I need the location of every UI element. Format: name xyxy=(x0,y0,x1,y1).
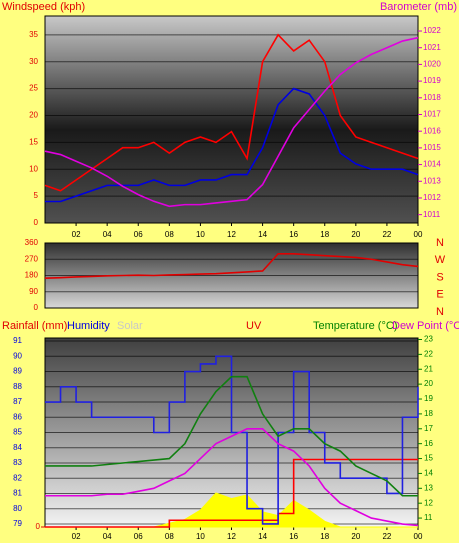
y-tick-label: 86 xyxy=(13,412,22,421)
x-tick-label: 22 xyxy=(382,532,391,541)
series-line xyxy=(45,87,419,203)
legend-entry: Rainfall (mm) xyxy=(2,320,67,332)
y2-tick-label: 1013 xyxy=(423,176,441,185)
y2-tick-label: 21 xyxy=(424,364,433,373)
legend-entry: UV xyxy=(246,320,262,332)
x-tick-label: 12 xyxy=(227,230,236,239)
y-tick-label: 83 xyxy=(13,458,22,467)
y-tick-label: 360 xyxy=(25,238,39,247)
y3-tick-label: 0 xyxy=(36,522,41,531)
series-line xyxy=(45,375,418,497)
x-tick-label: 18 xyxy=(320,532,329,541)
x-tick-label: 20 xyxy=(351,230,360,239)
legend-entry: Dew Point (°C xyxy=(392,320,459,332)
series-line xyxy=(44,253,419,280)
compass-label: S xyxy=(436,271,443,283)
y-tick-label: 270 xyxy=(25,254,39,263)
y-tick-label: 88 xyxy=(13,382,22,391)
y2-tick-label: 19 xyxy=(424,394,433,403)
y-tick-label: 79 xyxy=(13,519,22,528)
y2-tick-label: 13 xyxy=(424,483,433,492)
x-tick-label: 08 xyxy=(165,230,174,239)
legend-entry: Solar xyxy=(117,320,143,332)
y-tick-label: 87 xyxy=(13,397,22,406)
y2-tick-label: 20 xyxy=(424,379,433,388)
compass-label: W xyxy=(435,254,446,266)
x-tick-label: 10 xyxy=(196,532,205,541)
y2-tick-label: 1017 xyxy=(423,110,441,119)
y2-tick-label: 1019 xyxy=(423,76,441,85)
y2-tick-label: 1018 xyxy=(423,93,441,102)
y-tick-label: 85 xyxy=(13,428,22,437)
x-tick-label: 08 xyxy=(165,532,174,541)
x-tick-label: 10 xyxy=(196,230,205,239)
y2-tick-label: 22 xyxy=(424,349,433,358)
y2-tick-label: 18 xyxy=(424,409,433,418)
y2-tick-label: 16 xyxy=(424,439,433,448)
y2-tick-label: 1021 xyxy=(423,43,441,52)
compass-label: N xyxy=(436,306,444,318)
legend-entry: Temperature (°C) xyxy=(313,320,397,332)
y-tick-label: 90 xyxy=(29,287,38,296)
x-tick-label: 06 xyxy=(134,532,143,541)
y-tick-label: 80 xyxy=(13,504,22,513)
y-tick-label: 25 xyxy=(29,84,38,93)
series-line xyxy=(44,36,419,208)
x-tick-label: 14 xyxy=(258,230,267,239)
x-tick-label: 00 xyxy=(414,230,423,239)
y-axis-title: Windspeed (kph) xyxy=(2,1,85,13)
series-line xyxy=(44,33,419,192)
y-tick-label: 5 xyxy=(34,191,39,200)
x-tick-label: 18 xyxy=(320,230,329,239)
x-tick-label: 02 xyxy=(72,230,81,239)
x-tick-label: 04 xyxy=(103,532,112,541)
y2-axis-title: Barometer (mb) xyxy=(380,1,457,13)
y-tick-label: 84 xyxy=(13,443,22,452)
y2-tick-label: 14 xyxy=(424,469,433,478)
legend-entry: Humidity xyxy=(67,320,110,332)
x-tick-label: 20 xyxy=(351,532,360,541)
plot-area xyxy=(44,15,419,224)
y2-tick-label: 1015 xyxy=(423,143,441,152)
y-tick-label: 20 xyxy=(29,111,38,120)
y2-tick-label: 23 xyxy=(424,335,433,344)
y2-tick-label: 1011 xyxy=(423,210,441,219)
compass-label: E xyxy=(436,289,443,301)
y2-tick-label: 1022 xyxy=(423,26,441,35)
x-tick-label: 04 xyxy=(103,230,112,239)
y-tick-label: 0 xyxy=(34,218,39,227)
y-tick-label: 89 xyxy=(13,367,22,376)
compass-label: N xyxy=(436,237,444,249)
x-tick-label: 06 xyxy=(134,230,143,239)
x-tick-label: 02 xyxy=(72,532,81,541)
x-tick-label: 16 xyxy=(289,230,298,239)
y2-tick-label: 1012 xyxy=(423,193,441,202)
y2-tick-label: 1016 xyxy=(423,126,441,135)
y-tick-label: 180 xyxy=(25,271,39,280)
y2-tick-label: 1020 xyxy=(423,60,441,69)
y-tick-label: 82 xyxy=(13,473,22,482)
y-tick-label: 90 xyxy=(13,351,22,360)
y2-tick-label: 1014 xyxy=(423,160,441,169)
x-tick-label: 22 xyxy=(382,230,391,239)
y2-tick-label: 15 xyxy=(424,454,433,463)
y-tick-label: 35 xyxy=(29,30,38,39)
x-tick-label: 16 xyxy=(289,532,298,541)
x-tick-label: 14 xyxy=(258,532,267,541)
y-tick-label: 10 xyxy=(29,164,38,173)
y2-tick-label: 12 xyxy=(424,498,433,507)
y-tick-label: 81 xyxy=(13,489,22,498)
y-tick-label: 0 xyxy=(34,303,39,312)
y2-tick-label: 11 xyxy=(424,513,433,522)
x-tick-label: 00 xyxy=(414,532,423,541)
y-tick-label: 30 xyxy=(29,57,38,66)
series-line xyxy=(45,427,419,527)
y2-tick-label: 17 xyxy=(424,424,433,433)
y-tick-label: 91 xyxy=(13,336,22,345)
y-tick-label: 15 xyxy=(29,137,38,146)
x-tick-label: 12 xyxy=(227,532,236,541)
